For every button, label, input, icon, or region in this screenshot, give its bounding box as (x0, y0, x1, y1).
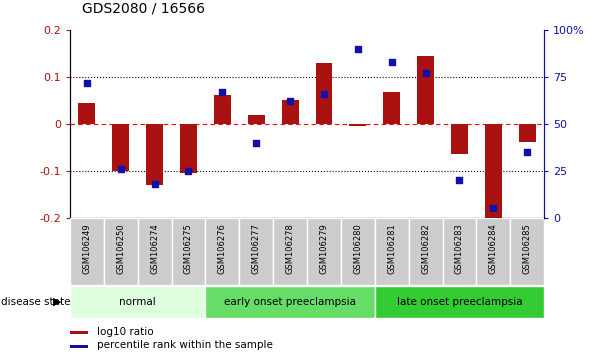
Text: GSM106276: GSM106276 (218, 223, 227, 274)
Bar (206, 286, 375, 318)
Bar (485, 124, 502, 220)
Point (82, 80, 92, 85)
Text: GSM106279: GSM106279 (319, 223, 328, 274)
Text: GSM106282: GSM106282 (421, 223, 430, 274)
Bar (70, 345, 88, 348)
Point (353, 46, 363, 52)
Point (218, 89, 227, 95)
Bar (180, 124, 197, 173)
Bar (70, 331, 88, 334)
Bar (282, 101, 299, 124)
Bar (409, 218, 443, 285)
Bar (70, 218, 104, 285)
Bar (443, 218, 477, 285)
Text: GSM106249: GSM106249 (82, 223, 91, 274)
Text: GSM106284: GSM106284 (489, 223, 498, 274)
Bar (104, 218, 137, 285)
Point (455, 177, 465, 183)
Text: ▶: ▶ (53, 297, 61, 307)
Text: early onset preeclampsia: early onset preeclampsia (224, 297, 356, 307)
Text: GSM106280: GSM106280 (353, 223, 362, 274)
Point (285, 98, 295, 104)
Text: GSM106281: GSM106281 (387, 223, 396, 274)
Point (387, 59, 396, 65)
Bar (206, 218, 240, 285)
Point (150, 181, 159, 187)
Point (184, 168, 193, 174)
Bar (417, 56, 434, 124)
Bar (451, 124, 468, 154)
Text: GSM106283: GSM106283 (455, 223, 464, 274)
Bar (375, 218, 409, 285)
Text: GSM106277: GSM106277 (252, 223, 261, 274)
Bar (70, 286, 206, 318)
Bar (214, 95, 231, 124)
Bar (510, 218, 544, 285)
Point (319, 91, 329, 97)
Bar (383, 92, 400, 124)
Bar (248, 114, 264, 124)
Text: GDS2080 / 16566: GDS2080 / 16566 (82, 2, 205, 16)
Bar (519, 124, 536, 142)
Bar (350, 124, 366, 126)
Point (522, 149, 532, 155)
Text: GSM106278: GSM106278 (286, 223, 295, 274)
Text: log10 ratio: log10 ratio (97, 327, 154, 337)
Bar (341, 218, 375, 285)
Point (421, 70, 430, 76)
Bar (137, 218, 171, 285)
Bar (477, 218, 510, 285)
Bar (78, 103, 95, 124)
Text: GSM106275: GSM106275 (184, 223, 193, 274)
Bar (146, 124, 163, 185)
Bar (240, 218, 273, 285)
Text: disease state: disease state (1, 297, 71, 307)
Bar (375, 286, 544, 318)
Text: GSM106250: GSM106250 (116, 223, 125, 274)
Bar (112, 124, 129, 171)
Bar (171, 218, 206, 285)
Text: percentile rank within the sample: percentile rank within the sample (97, 341, 273, 350)
Point (251, 140, 261, 145)
Bar (307, 218, 341, 285)
Text: late onset preeclampsia: late onset preeclampsia (396, 297, 522, 307)
Bar (316, 63, 333, 124)
Bar (273, 218, 307, 285)
Text: GSM106285: GSM106285 (523, 223, 532, 274)
Text: GSM106274: GSM106274 (150, 223, 159, 274)
Text: normal: normal (119, 297, 156, 307)
Point (116, 166, 126, 172)
Point (488, 205, 498, 211)
